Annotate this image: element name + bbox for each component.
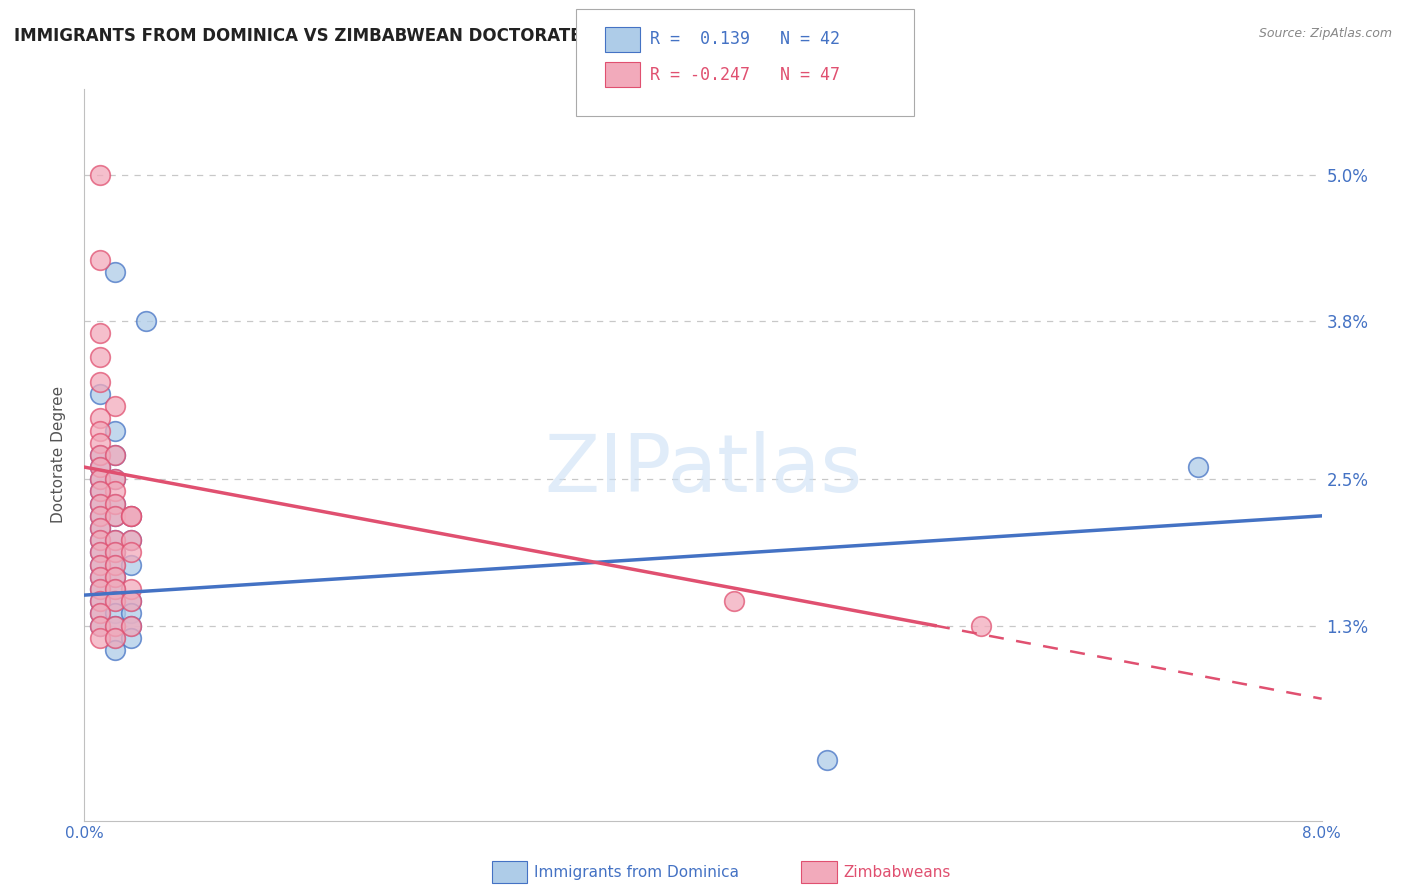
- Point: [104, 558, 127, 572]
- Point: [104, 618, 127, 632]
- Point: [89, 252, 111, 267]
- Point: [104, 558, 127, 572]
- Point: [89, 448, 111, 462]
- Point: [89, 424, 111, 438]
- Point: [89, 375, 111, 389]
- Point: [89, 351, 111, 365]
- Point: [104, 594, 127, 608]
- Point: [120, 533, 142, 548]
- Point: [120, 607, 142, 621]
- Point: [104, 472, 127, 486]
- Point: [104, 265, 127, 279]
- Point: [120, 533, 142, 548]
- Point: [89, 411, 111, 425]
- Text: Immigrants from Dominica: Immigrants from Dominica: [534, 865, 740, 880]
- Point: [104, 643, 127, 657]
- Point: [89, 508, 111, 523]
- Text: Zimbabweans: Zimbabweans: [844, 865, 950, 880]
- Point: [120, 545, 142, 559]
- Point: [120, 558, 142, 572]
- Point: [89, 618, 111, 632]
- Point: [104, 508, 127, 523]
- Point: [89, 570, 111, 584]
- Text: Source: ZipAtlas.com: Source: ZipAtlas.com: [1258, 27, 1392, 40]
- Point: [120, 508, 142, 523]
- Point: [104, 570, 127, 584]
- Point: [120, 508, 142, 523]
- Point: [104, 582, 127, 596]
- Point: [104, 631, 127, 645]
- Point: [970, 618, 993, 632]
- Point: [120, 582, 142, 596]
- Y-axis label: Doctorate Degree: Doctorate Degree: [51, 386, 66, 524]
- Point: [89, 472, 111, 486]
- Point: [120, 618, 142, 632]
- Text: R = -0.247   N = 47: R = -0.247 N = 47: [650, 66, 839, 84]
- Point: [89, 508, 111, 523]
- Point: [104, 570, 127, 584]
- Point: [104, 533, 127, 548]
- Point: [104, 631, 127, 645]
- Point: [120, 508, 142, 523]
- Point: [89, 533, 111, 548]
- Point: [89, 521, 111, 535]
- Point: [89, 435, 111, 450]
- Point: [89, 460, 111, 475]
- Point: [89, 521, 111, 535]
- Point: [104, 545, 127, 559]
- Point: [89, 618, 111, 632]
- Point: [104, 582, 127, 596]
- Point: [89, 607, 111, 621]
- Point: [104, 497, 127, 511]
- Point: [104, 533, 127, 548]
- Point: [120, 594, 142, 608]
- Point: [89, 484, 111, 499]
- Text: ZIPatlas: ZIPatlas: [544, 431, 862, 508]
- Point: [120, 618, 142, 632]
- Text: R =  0.139   N = 42: R = 0.139 N = 42: [650, 30, 839, 48]
- Point: [120, 631, 142, 645]
- Point: [89, 594, 111, 608]
- Point: [89, 472, 111, 486]
- Point: [89, 582, 111, 596]
- Point: [89, 460, 111, 475]
- Point: [89, 558, 111, 572]
- Point: [815, 753, 838, 767]
- Point: [89, 558, 111, 572]
- Point: [89, 326, 111, 340]
- Point: [723, 594, 745, 608]
- Point: [89, 497, 111, 511]
- Point: [89, 631, 111, 645]
- Point: [104, 424, 127, 438]
- Point: [104, 484, 127, 499]
- Point: [104, 448, 127, 462]
- Point: [104, 497, 127, 511]
- Point: [89, 448, 111, 462]
- Point: [89, 594, 111, 608]
- Point: [89, 387, 111, 401]
- Point: [104, 545, 127, 559]
- Point: [89, 497, 111, 511]
- Point: [89, 545, 111, 559]
- Point: [89, 484, 111, 499]
- Point: [104, 618, 127, 632]
- Point: [104, 508, 127, 523]
- Point: [1187, 460, 1209, 475]
- Point: [104, 399, 127, 413]
- Point: [89, 168, 111, 182]
- Point: [89, 607, 111, 621]
- Text: IMMIGRANTS FROM DOMINICA VS ZIMBABWEAN DOCTORATE DEGREE CORRELATION CHART: IMMIGRANTS FROM DOMINICA VS ZIMBABWEAN D…: [14, 27, 868, 45]
- Point: [135, 314, 157, 328]
- Point: [104, 448, 127, 462]
- Point: [89, 545, 111, 559]
- Point: [89, 582, 111, 596]
- Point: [104, 472, 127, 486]
- Point: [120, 594, 142, 608]
- Point: [104, 607, 127, 621]
- Point: [89, 570, 111, 584]
- Point: [104, 594, 127, 608]
- Point: [89, 533, 111, 548]
